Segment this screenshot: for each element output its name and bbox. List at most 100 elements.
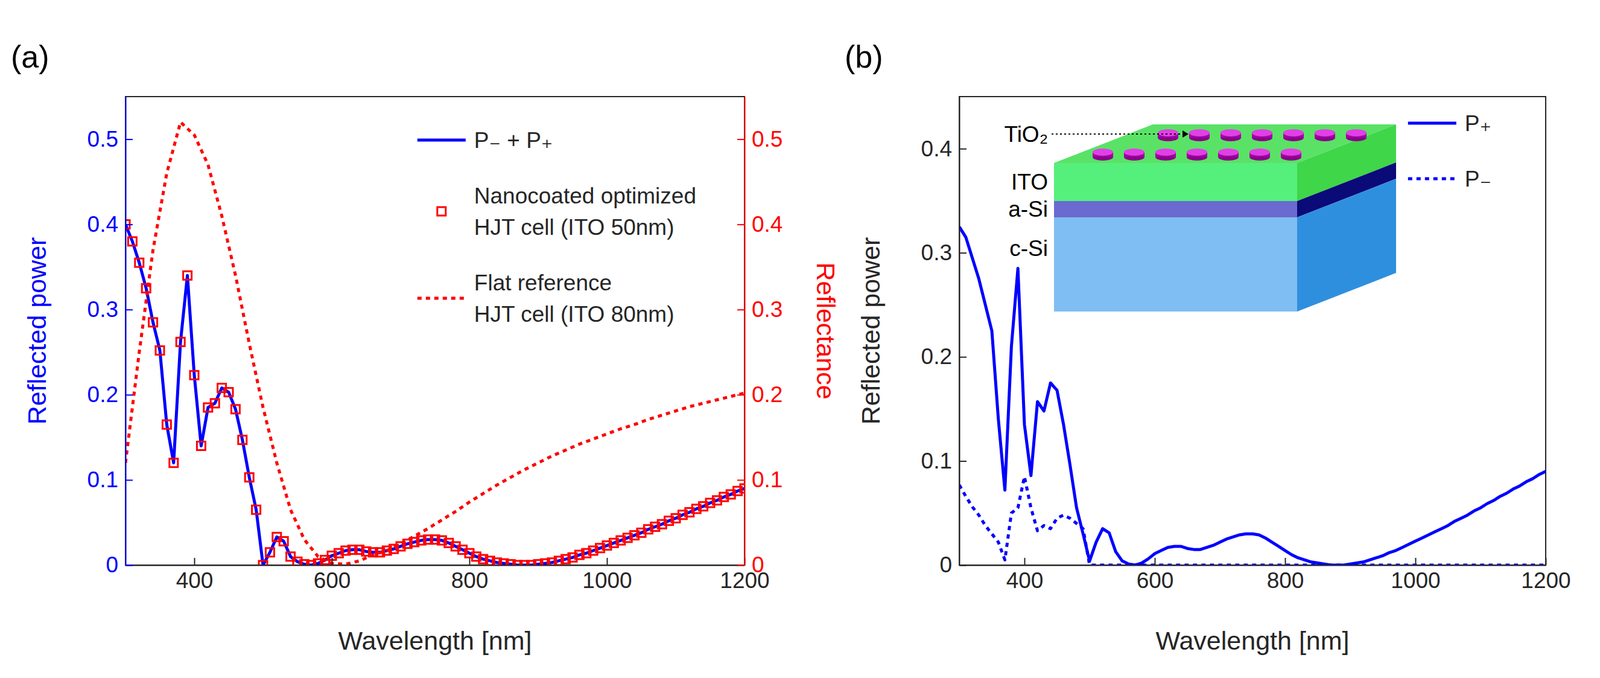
- legend-label: P₋ + P₊: [474, 127, 554, 153]
- plot-frame: [959, 96, 1546, 565]
- y-tick: 0.1: [87, 466, 133, 492]
- y-axis: 0 0.1 0.2 0.3 0.4: [921, 97, 967, 578]
- figure: 4006008001000120000.10.20.30.40.500.10.2…: [0, 0, 1600, 678]
- x-tick: 400: [1006, 557, 1044, 593]
- inset-label: TiO₂: [1003, 121, 1048, 147]
- legend-swatch: [417, 138, 466, 142]
- y-tick-mark: [125, 308, 133, 311]
- legend-label-line: P₋ + P₊: [474, 127, 554, 153]
- y-tick: 0.2: [921, 343, 967, 369]
- y-tick: 0.5: [87, 126, 133, 152]
- y2-tick-mark: [737, 479, 745, 481]
- x-axis-line: [959, 564, 1547, 566]
- y-tick-mark: [959, 460, 967, 462]
- y2-axis-line: [744, 97, 746, 566]
- marker: [155, 345, 165, 355]
- legend-item: P₊: [1408, 111, 1492, 136]
- x-tick-mark: [194, 557, 196, 565]
- inset-label: c-Si: [1009, 235, 1048, 261]
- legend-swatch: [1408, 121, 1457, 125]
- y2-tick-label: 0.3: [751, 296, 783, 322]
- inset-disk-top: [1123, 148, 1145, 156]
- inset-diagram: TiO₂ITOa-Sic-Si: [1003, 121, 1397, 312]
- marker: [149, 317, 158, 327]
- inset-disk-top: [1186, 148, 1208, 156]
- panel: 4006008001000120000.10.20.30.40.500.10.2…: [10, 39, 841, 655]
- x-tick: 1000: [582, 557, 632, 593]
- x-tick-mark: [606, 557, 609, 565]
- data-line: [125, 224, 745, 565]
- inset-disk-top: [1280, 148, 1302, 156]
- y2-tick-label: 0.1: [751, 466, 783, 492]
- x-tick-mark: [1024, 557, 1026, 565]
- y2-tick: 0.5: [737, 126, 783, 152]
- legend-label-line: Flat reference: [474, 270, 612, 296]
- marker: [183, 270, 192, 280]
- legend-swatch: [417, 296, 466, 300]
- data-line: [125, 121, 745, 564]
- y-tick-label: 0: [939, 552, 953, 577]
- inset-disk-top: [1283, 129, 1304, 137]
- y2-tick-mark: [737, 223, 745, 226]
- inset-pointer: [1051, 133, 1183, 135]
- marker: [265, 547, 274, 557]
- marker-series: [125, 220, 745, 565]
- inset-disk-top: [1189, 129, 1210, 137]
- inset-pointer-head: [1182, 130, 1189, 138]
- legend-item: Flat referenceHJT cell (ITO 80nm): [417, 270, 675, 327]
- legend-label: Flat referenceHJT cell (ITO 80nm): [474, 270, 675, 327]
- y2-tick: 0.2: [737, 381, 783, 407]
- y-tick: 0.4: [87, 211, 133, 237]
- marker: [238, 435, 247, 445]
- inset-layer-front: [1053, 200, 1298, 218]
- inset-disk-top: [1314, 129, 1336, 137]
- inset-disk-top: [1220, 129, 1242, 137]
- y-tick-label: 0.4: [87, 211, 119, 237]
- y2-tick: 0.1: [737, 466, 783, 492]
- y-tick-mark: [959, 564, 967, 566]
- legend-label: Nanocoated optimizedHJT cell (ITO 50nm): [474, 183, 697, 240]
- y2-tick-mark: [737, 393, 745, 396]
- y-tick-label: 0.4: [921, 136, 953, 162]
- y-tick-mark: [125, 393, 133, 396]
- y2-axis: 0 0.1 0.2 0.3 0.4 0.5: [737, 97, 783, 578]
- y-axis: 00.10.20.30.40.5: [87, 97, 133, 578]
- y-tick-mark: [959, 148, 967, 150]
- y-tick-mark: [125, 479, 133, 481]
- inset-disk-top: [1249, 148, 1270, 156]
- x-axis-title: Wavelength [nm]: [337, 625, 532, 655]
- y2-tick: 0.3: [737, 296, 783, 322]
- y2-tick-mark: [737, 308, 745, 311]
- marker: [135, 258, 144, 267]
- x-tick-mark: [1545, 557, 1547, 565]
- x-tick-label: 1000: [1390, 567, 1441, 593]
- x-tick-label: 600: [313, 567, 352, 593]
- y-tick-label: 0: [105, 552, 119, 577]
- y-tick: 0.1: [921, 448, 967, 474]
- y-tick: 0: [939, 552, 967, 577]
- legend: P₋ + P₊ Nanocoated optimizedHJT cell (ITO…: [417, 127, 697, 327]
- y-tick-label: 0.1: [921, 448, 953, 474]
- y2-tick-label: 0.5: [751, 126, 783, 152]
- y2-tick: 0.4: [737, 211, 783, 237]
- y-tick-label: 0.5: [87, 126, 119, 152]
- x-tick: 600: [1136, 557, 1175, 593]
- data-line: [959, 476, 1546, 565]
- y-axis-title: Reflected power: [22, 237, 52, 425]
- inset-layer-front: [1053, 217, 1298, 312]
- y2-tick-label: 0: [751, 552, 765, 577]
- legend: P₊P₋: [1408, 111, 1492, 192]
- plot-area: [125, 121, 745, 565]
- inset-label: a-Si: [1008, 196, 1048, 222]
- x-axis-title: Wavelength [nm]: [1155, 625, 1350, 655]
- panel: TiO₂ITOa-Sic-Si4006008001000120000.10.20…: [844, 39, 1572, 655]
- legend-swatch: [1408, 177, 1457, 181]
- inset-disk-top: [1092, 148, 1114, 156]
- y-tick: 0.3: [87, 296, 133, 322]
- y-tick-label: 0.3: [921, 240, 953, 265]
- x-tick-label: 1200: [1520, 567, 1571, 593]
- x-tick-label: 400: [1006, 567, 1044, 593]
- legend-swatch: [437, 206, 446, 216]
- marker: [252, 504, 261, 514]
- marker: [162, 419, 171, 429]
